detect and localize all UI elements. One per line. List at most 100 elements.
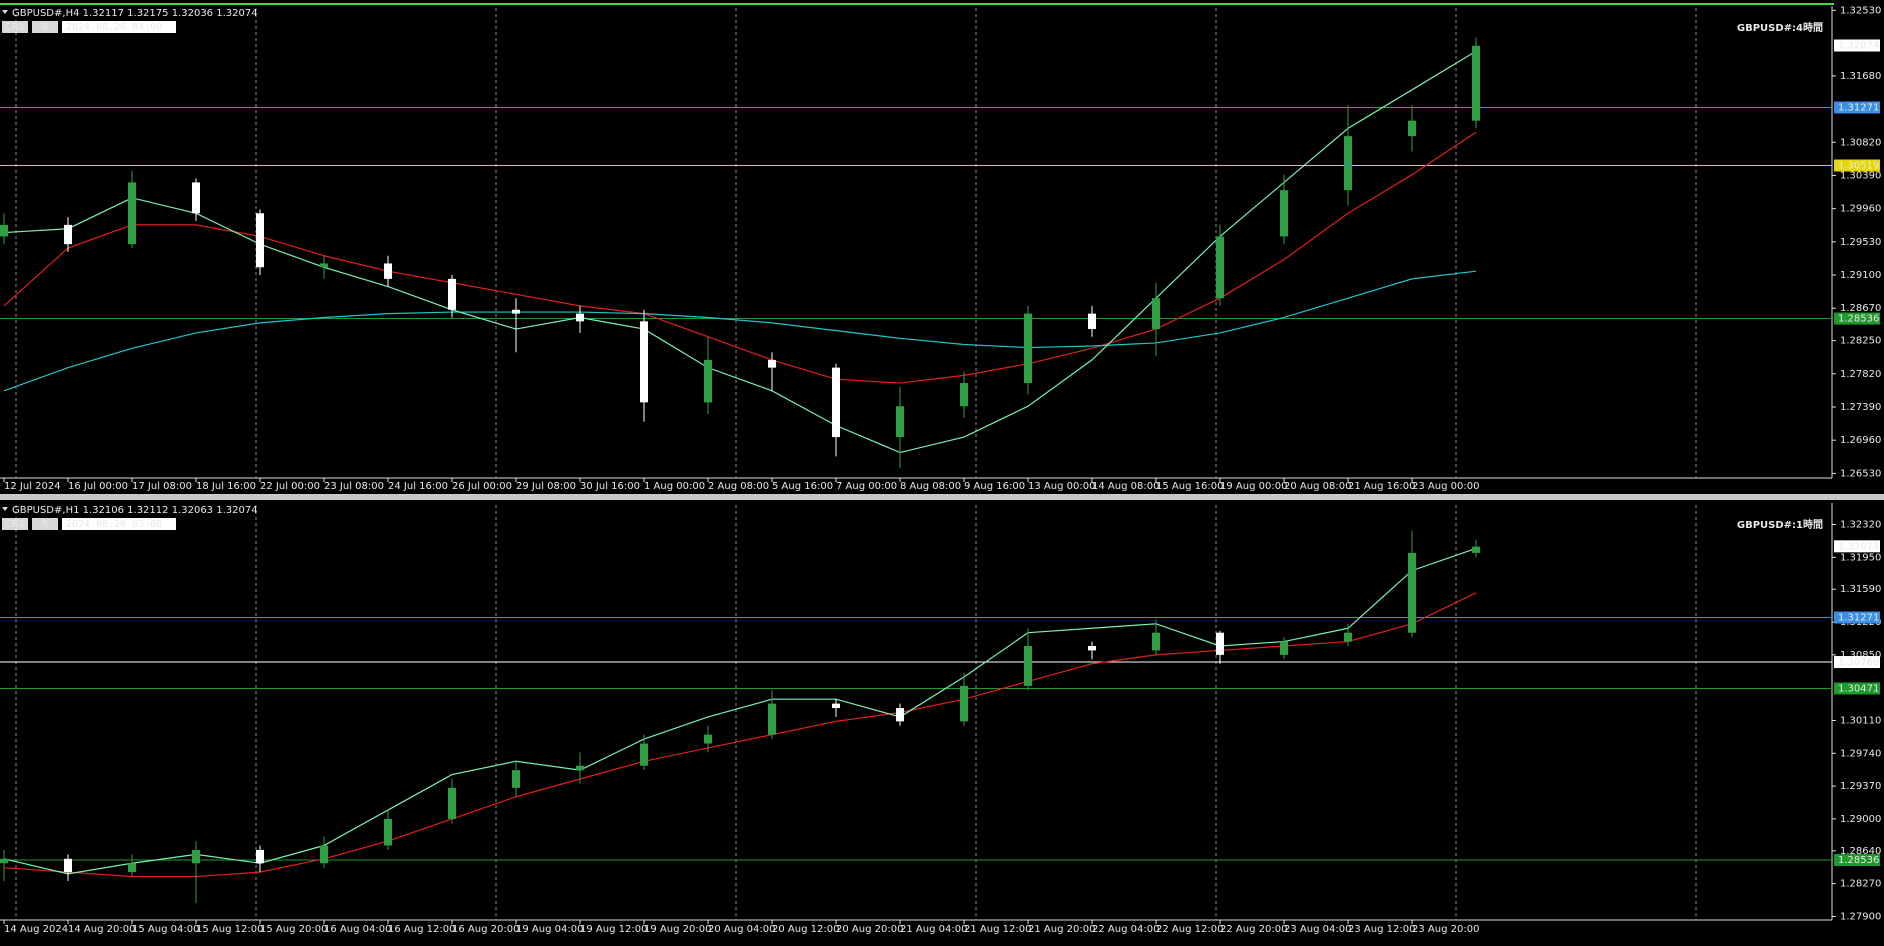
- x-tick-label: 16 Aug 12:00: [388, 924, 455, 935]
- indicator-line: [3, 131, 1477, 384]
- x-tick-label: 29 Jul 08:00: [516, 481, 576, 492]
- x-tick-label: 20 Aug 12:00: [772, 924, 839, 935]
- candle-body: [640, 743, 648, 766]
- x-tick-label: 24 Jul 16:00: [388, 481, 448, 492]
- header-button[interactable]: [32, 518, 58, 530]
- candle-body: [1024, 645, 1032, 686]
- h-line-label: 1.28536: [1838, 855, 1879, 866]
- candle-body: [640, 321, 648, 403]
- x-tick-label: 15 Aug 04:00: [132, 924, 199, 935]
- y-tick-label: 1.27900: [1840, 911, 1881, 922]
- last-price-label: 1.32074: [1838, 541, 1879, 552]
- candle-body: [1408, 552, 1416, 633]
- x-tick-label: 9 Aug 16:00: [964, 481, 1025, 492]
- x-tick-label: 15 Aug 16:00: [1156, 481, 1223, 492]
- candle-body: [512, 309, 520, 314]
- h-line-label: 1.30769: [1838, 657, 1879, 668]
- y-tick-label: 1.29370: [1840, 781, 1881, 792]
- candle-body: [1152, 632, 1160, 651]
- y-tick-label: 1.29530: [1840, 237, 1881, 248]
- candle-body: [1344, 136, 1352, 191]
- candle-body: [256, 213, 264, 268]
- date-box: [62, 518, 176, 530]
- header-button[interactable]: [2, 21, 28, 33]
- candle-body: [192, 182, 200, 214]
- date-label: 2024.08.26 04:00: [66, 22, 162, 33]
- x-tick-label: 8 Aug 08:00: [900, 481, 961, 492]
- x-tick-label: 19 Aug 12:00: [580, 924, 647, 935]
- x-tick-label: 22 Aug 12:00: [1156, 924, 1223, 935]
- x-tick-label: 15 Aug 12:00: [196, 924, 263, 935]
- y-tick-label: 1.28270: [1840, 879, 1881, 890]
- x-tick-label: 21 Aug 12:00: [964, 924, 1031, 935]
- candle-body: [576, 765, 584, 771]
- x-tick-label: 14 Aug 20:00: [68, 924, 135, 935]
- x-tick-label: 20 Aug 08:00: [1284, 481, 1351, 492]
- x-tick-label: 12 Jul 2024: [4, 481, 61, 492]
- header-button-label[interactable]: R: [42, 519, 49, 530]
- x-tick-label: 19 Aug 04:00: [516, 924, 583, 935]
- x-tick-label: 16 Aug 04:00: [324, 924, 391, 935]
- y-tick-label: 1.29100: [1840, 270, 1881, 281]
- y-tick-label: 1.32320: [1840, 520, 1881, 531]
- h-line-label: 1.31271: [1838, 613, 1879, 624]
- x-tick-label: 26 Jul 00:00: [452, 481, 512, 492]
- candle-body: [1344, 632, 1352, 642]
- x-tick-label: 14 Aug 2024: [4, 924, 68, 935]
- candle-body: [256, 849, 264, 864]
- date-box: [62, 21, 176, 33]
- candle-body: [768, 359, 776, 368]
- y-tick-label: 1.30110: [1840, 715, 1881, 726]
- header-button-label[interactable]: CR1: [5, 22, 25, 33]
- candle-body: [1472, 45, 1480, 121]
- header-button[interactable]: [32, 21, 58, 33]
- y-tick-label: 1.27820: [1840, 369, 1881, 380]
- x-tick-label: 14 Aug 08:00: [1092, 481, 1159, 492]
- y-tick-label: 1.29740: [1840, 748, 1881, 759]
- candle-body: [1088, 313, 1096, 330]
- candle-body: [320, 845, 328, 864]
- candle-body: [832, 703, 840, 709]
- y-tick-label: 1.26530: [1840, 468, 1881, 479]
- symbol-header: GBPUSD#,H1 1.32106 1.32112 1.32063 1.320…: [12, 505, 258, 516]
- last-price-box: [1834, 540, 1880, 553]
- candle-body: [448, 278, 456, 310]
- header-button[interactable]: [2, 518, 28, 530]
- y-tick-label: 1.28250: [1840, 336, 1881, 347]
- y-tick-label: 1.31950: [1840, 552, 1881, 563]
- candle-body: [1024, 313, 1032, 384]
- candle-body: [832, 367, 840, 438]
- candle-body: [128, 863, 136, 873]
- candle-body: [64, 858, 72, 873]
- candle-body: [384, 818, 392, 846]
- h-line-label: 1.31271: [1838, 102, 1879, 113]
- chart-title: GBPUSD#:4時間: [1737, 21, 1823, 34]
- x-tick-label: 1 Aug 00:00: [644, 481, 705, 492]
- x-tick-label: 15 Aug 20:00: [260, 924, 327, 935]
- y-tick-label: 1.30390: [1840, 170, 1881, 181]
- x-tick-label: 23 Jul 08:00: [324, 481, 384, 492]
- x-tick-label: 21 Aug 04:00: [900, 924, 967, 935]
- header-button-label[interactable]: R: [42, 22, 49, 33]
- h-line-label-box: [1834, 101, 1880, 114]
- y-tick-label: 1.28640: [1840, 846, 1881, 857]
- candle-body: [768, 703, 776, 735]
- x-tick-label: 5 Aug 16:00: [772, 481, 833, 492]
- x-tick-label: 20 Aug 20:00: [836, 924, 903, 935]
- date-label: 2024.08.26 03:00: [66, 519, 162, 530]
- candle-body: [896, 708, 904, 722]
- x-tick-label: 23 Aug 12:00: [1348, 924, 1415, 935]
- x-tick-label: 21 Aug 16:00: [1348, 481, 1415, 492]
- h-line-label: 1.28536: [1838, 314, 1879, 325]
- candle-body: [704, 359, 712, 403]
- x-tick-label: 23 Aug 00:00: [1412, 481, 1479, 492]
- h-line-label-box: [1834, 159, 1880, 172]
- candle-body: [1472, 546, 1480, 553]
- candle-body: [1408, 120, 1416, 137]
- header-button-label[interactable]: CR1: [5, 519, 25, 530]
- candle-body: [320, 263, 328, 268]
- last-price-box: [1834, 39, 1880, 52]
- candle-body: [896, 406, 904, 438]
